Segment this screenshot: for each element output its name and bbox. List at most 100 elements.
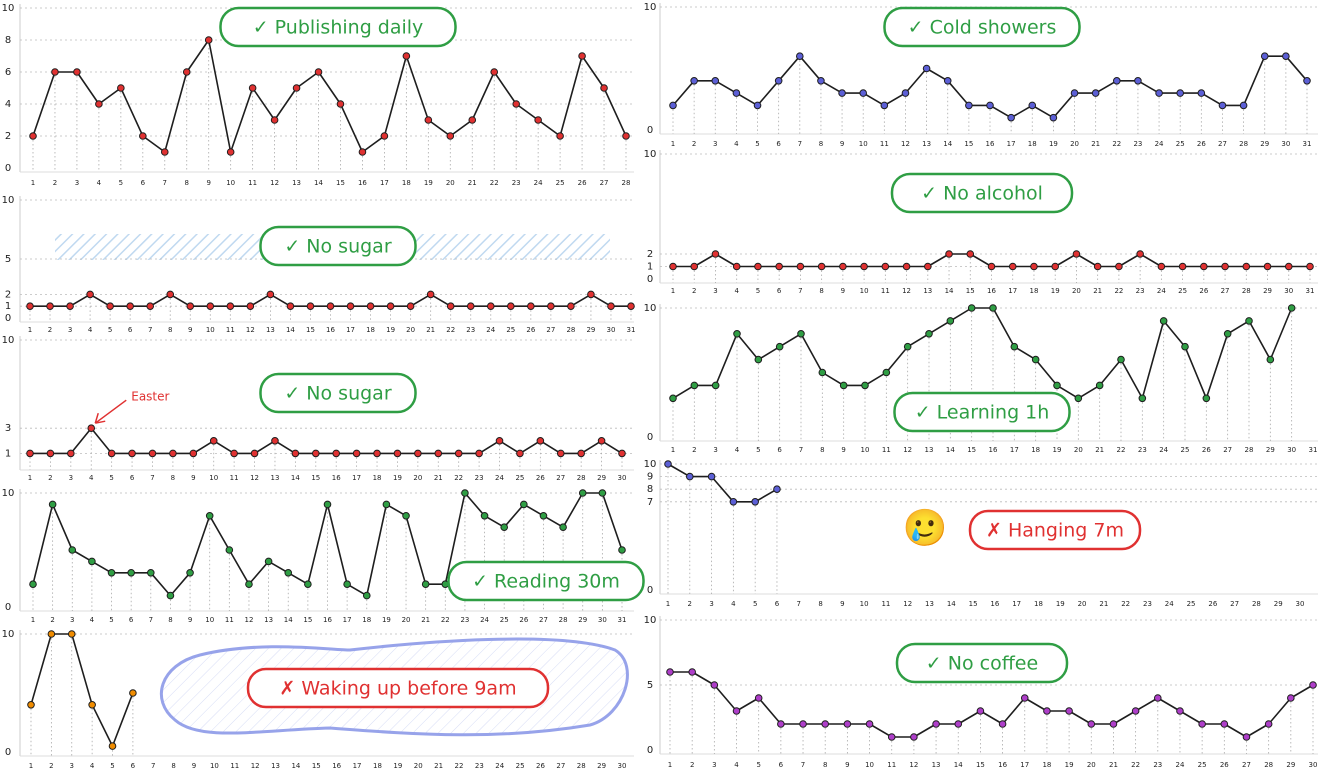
- x-tick-label: 29: [1263, 287, 1272, 295]
- x-tick-label: 23: [466, 326, 475, 334]
- x-tick-label: 11: [882, 446, 891, 454]
- x-tick-label: 7: [801, 761, 805, 769]
- x-tick-label: 19: [1056, 600, 1065, 608]
- x-tick-label: 16: [332, 762, 341, 770]
- point: [146, 302, 154, 311]
- point: [1263, 262, 1272, 271]
- x-tick-label: 7: [799, 446, 803, 454]
- point: [556, 132, 564, 140]
- point: [107, 569, 116, 577]
- point: [733, 330, 741, 338]
- x-tick-label: 16: [986, 140, 995, 148]
- x-tick-label: 8: [819, 287, 823, 295]
- x-tick-label: 19: [393, 762, 402, 770]
- point: [1303, 77, 1311, 85]
- point: [881, 262, 890, 271]
- x-tick-label: 4: [734, 140, 739, 148]
- point: [1287, 304, 1296, 312]
- point: [88, 701, 96, 709]
- x-tick-label: 11: [230, 474, 239, 482]
- x-tick-label: 19: [1065, 761, 1074, 769]
- x-tick-label: 18: [1030, 287, 1039, 295]
- x-tick-label: 24: [1176, 761, 1185, 769]
- chart-title: ✓ Publishing daily: [253, 17, 424, 39]
- x-tick-label: 20: [1087, 761, 1096, 769]
- point: [336, 100, 345, 108]
- point: [796, 262, 805, 271]
- point: [1220, 720, 1229, 728]
- point: [160, 148, 169, 156]
- x-tick-label: 11: [881, 287, 890, 295]
- x-tick-label: 18: [402, 179, 411, 187]
- x-tick-label: 13: [923, 287, 932, 295]
- x-tick-label: 22: [455, 762, 464, 770]
- x-tick-label: 20: [413, 474, 422, 482]
- x-tick-label: 12: [251, 762, 260, 770]
- x-tick-label: 29: [597, 474, 606, 482]
- point: [454, 449, 463, 458]
- point: [516, 449, 524, 458]
- x-tick-label: 12: [246, 326, 255, 334]
- x-tick-label: 2: [50, 616, 54, 624]
- point: [520, 500, 528, 509]
- x-tick-label: 19: [386, 326, 395, 334]
- x-tick-label: 12: [909, 761, 918, 769]
- point: [976, 707, 985, 715]
- x-tick-label: 24: [1165, 600, 1174, 608]
- point: [880, 101, 889, 110]
- x-tick-label: 31: [618, 616, 627, 624]
- y-tick-label: 2: [647, 249, 653, 260]
- y-tick-label: 8: [647, 484, 653, 495]
- point: [627, 302, 635, 311]
- x-tick-label: 18: [1042, 761, 1051, 769]
- x-tick-label: 15: [964, 140, 973, 148]
- x-tick-label: 25: [516, 762, 525, 770]
- x-tick-label: 11: [887, 761, 896, 769]
- point: [818, 368, 827, 377]
- x-tick-label: 23: [1153, 761, 1162, 769]
- x-tick-label: 20: [406, 326, 415, 334]
- x-tick-label: 21: [434, 762, 443, 770]
- x-tick-label: 26: [1208, 600, 1217, 608]
- point: [945, 250, 953, 258]
- x-tick-label: 2: [690, 761, 694, 769]
- point: [148, 449, 157, 458]
- point: [226, 148, 235, 156]
- x-tick-label: 3: [709, 600, 713, 608]
- point: [1095, 381, 1104, 390]
- point: [887, 733, 896, 741]
- x-tick-label: 26: [519, 616, 528, 624]
- x-tick-label: 17: [343, 616, 352, 624]
- chart-title: ✗ Hanging 7m: [986, 520, 1124, 542]
- x-tick-label: 30: [1281, 140, 1290, 148]
- point: [373, 449, 381, 458]
- x-tick-label: 24: [486, 326, 495, 334]
- point: [946, 317, 955, 325]
- point: [286, 302, 295, 311]
- x-tick-label: 20: [402, 616, 411, 624]
- chart-title: ✓ No coffee: [926, 653, 1038, 675]
- point: [1109, 720, 1118, 728]
- point: [284, 569, 293, 577]
- x-tick-label: 12: [250, 474, 259, 482]
- x-tick-label: 10: [206, 326, 215, 334]
- point: [618, 449, 626, 458]
- point: [729, 498, 738, 506]
- x-tick-label: 29: [597, 762, 606, 770]
- x-tick-label: 19: [393, 474, 402, 482]
- point: [1028, 101, 1037, 110]
- x-tick-label: 31: [1306, 287, 1315, 295]
- point: [711, 250, 720, 258]
- x-tick-label: 26: [1220, 761, 1229, 769]
- point: [402, 512, 410, 520]
- x-tick-label: 2: [48, 474, 52, 482]
- x-tick-label: 18: [373, 762, 382, 770]
- x-tick-label: 27: [1242, 761, 1251, 769]
- point: [1030, 262, 1038, 271]
- x-tick-label: 30: [618, 474, 627, 482]
- point: [943, 77, 952, 85]
- x-tick-label: 25: [1176, 140, 1185, 148]
- x-tick-label: 16: [990, 600, 999, 608]
- x-tick-label: 2: [48, 326, 52, 334]
